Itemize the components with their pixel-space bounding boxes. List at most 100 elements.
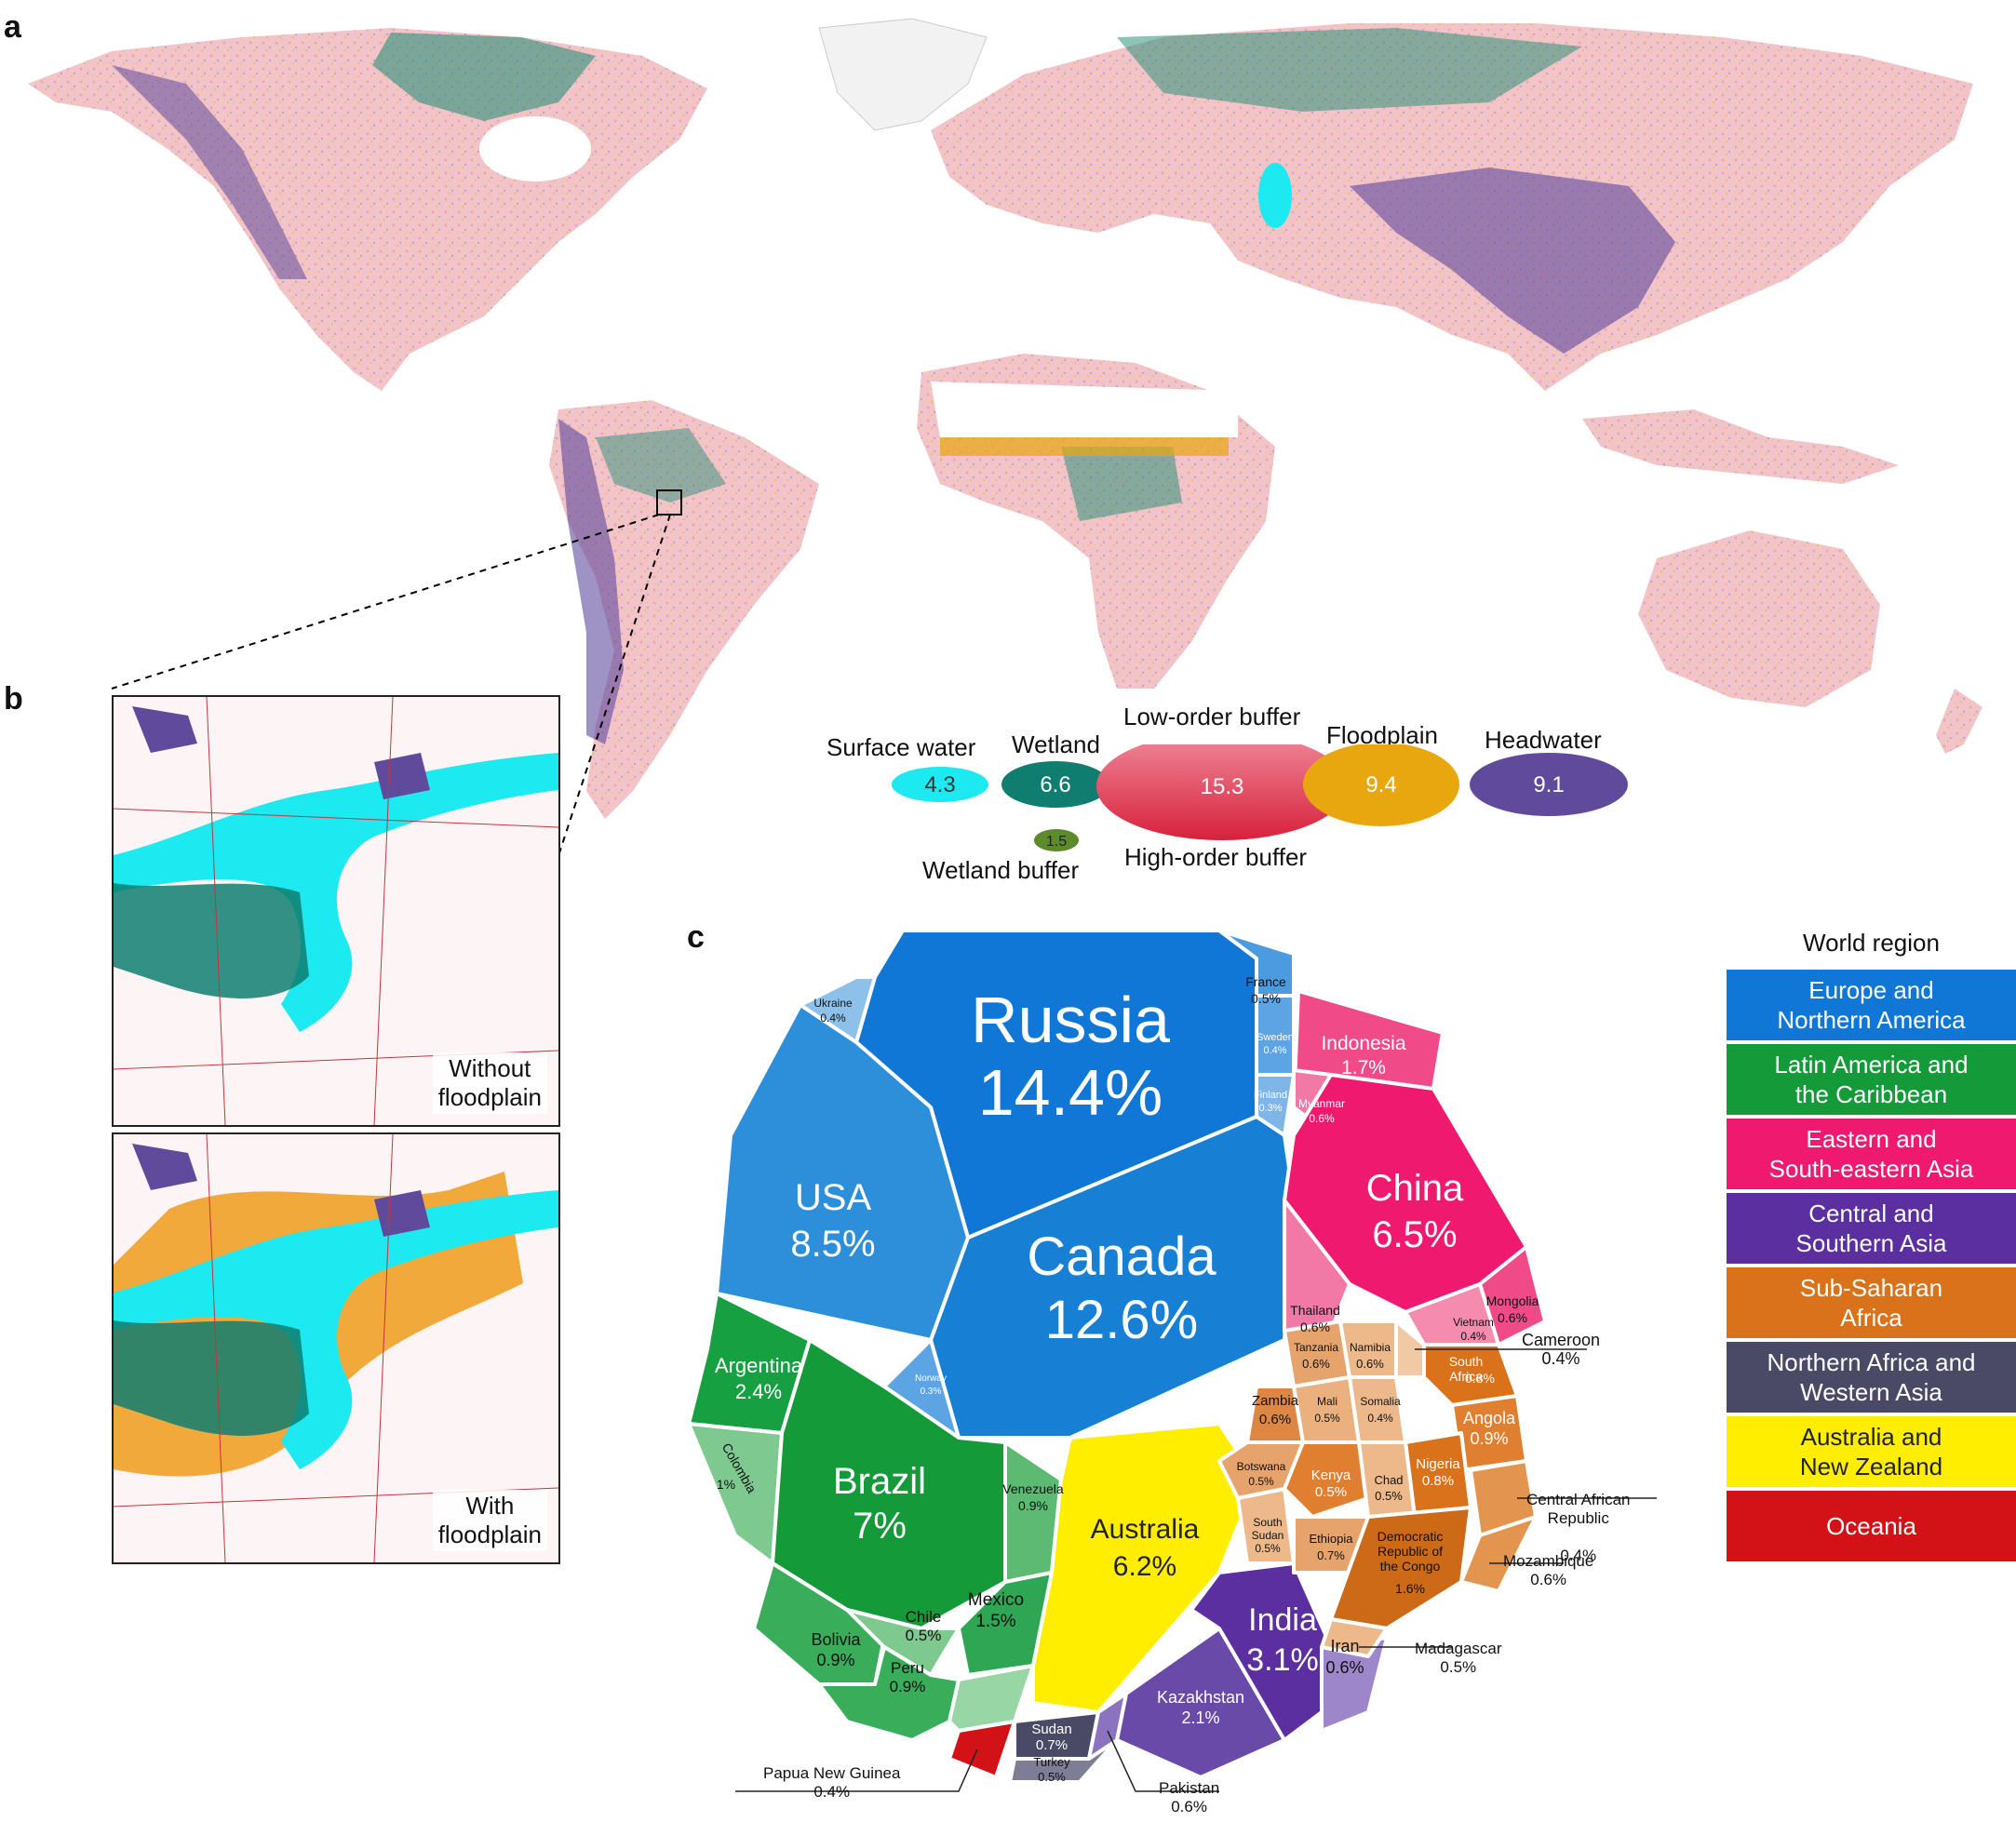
category-legend: 4.3 6.6 15.3 9.4 9.1 1.5 xyxy=(892,744,1628,851)
label-mexico-name: Mexico xyxy=(968,1590,1024,1610)
label-south-africa-name: South Africa xyxy=(1449,1354,1484,1384)
label-zambia-name: Zambia xyxy=(1252,1393,1299,1409)
label-bolivia-pct: 0.9% xyxy=(816,1651,854,1669)
cell-latin-other xyxy=(948,1664,1035,1733)
amazon-wetland xyxy=(596,428,726,502)
label-russia-pct: 14.4% xyxy=(978,1056,1163,1129)
label-vietnam-pct: 0.4% xyxy=(1460,1330,1486,1343)
label-norway-name: Norway xyxy=(915,1373,947,1384)
wetland-buffer-value: 1.5 xyxy=(1046,834,1067,850)
label-tanzania-pct: 0.6% xyxy=(1302,1357,1330,1371)
label-kenya-pct: 0.5% xyxy=(1315,1484,1347,1500)
label-turkey-pct: 0.5% xyxy=(1038,1770,1066,1784)
cell-cameroon xyxy=(1394,1320,1426,1379)
label-kenya-name: Kenya xyxy=(1311,1467,1351,1483)
label-sudan-name: Sudan xyxy=(1031,1722,1071,1737)
region-oceania: Oceania xyxy=(1727,1491,2016,1561)
zoom-line-left xyxy=(111,514,660,690)
label-pakistan-pct: 0.6% xyxy=(1171,1798,1207,1815)
surface-water-ellipse xyxy=(892,767,988,802)
low-order-buffer-ellipse xyxy=(1096,744,1348,840)
label-thailand-pct: 0.6% xyxy=(1300,1320,1330,1334)
label-mali-name: Mali xyxy=(1317,1395,1337,1408)
label-thailand-name: Thailand xyxy=(1290,1303,1340,1318)
region-europe-northern-america: Europe and Northern America xyxy=(1727,970,2016,1040)
cell-usa xyxy=(715,1003,970,1342)
voronoi-treemap: Russia 14.4% Canada 12.6% USA 8.5% Brazi… xyxy=(687,929,1657,1792)
label-south-sudan-name: South Sudan xyxy=(1252,1516,1284,1542)
label-zambia-pct: 0.6% xyxy=(1259,1412,1291,1427)
label-mongolia-name: Mongolia xyxy=(1486,1293,1539,1308)
label-argentina-name: Argentina xyxy=(715,1354,803,1377)
label-iran-pct: 0.6% xyxy=(1325,1658,1364,1677)
label-angola-pct: 0.9% xyxy=(1470,1429,1508,1448)
label-mozambique-name: Mozambique xyxy=(1503,1552,1594,1570)
label-colombia-pct: 1% xyxy=(717,1477,735,1492)
region-northern-africa-western-asia: Northern Africa and Western Asia xyxy=(1727,1342,2016,1413)
label-kazakhstan-name: Kazakhstan xyxy=(1157,1688,1244,1707)
label-indonesia-name: Indonesia xyxy=(1321,1033,1405,1054)
label-ethiopia-name: Ethiopia xyxy=(1310,1532,1354,1546)
label-car-pct: 0.4% xyxy=(1560,1547,1597,1564)
label-drc-pct: 1.6% xyxy=(1395,1581,1425,1596)
label-norway-pct: 0.3% xyxy=(921,1387,942,1397)
label-china-pct: 6.5% xyxy=(1372,1214,1457,1255)
label-canada-pct: 12.6% xyxy=(1045,1290,1198,1350)
label-papua-new-guinea: Papua New Guinea 0.4% xyxy=(763,1764,900,1802)
label-kazakhstan-pct: 2.1% xyxy=(1181,1708,1219,1727)
region-legend-title: World region xyxy=(1803,929,1940,957)
world-map xyxy=(28,18,1982,871)
label-indonesia-pct: 1.7% xyxy=(1341,1057,1386,1078)
label-myanmar-name: Myanmar xyxy=(1298,1097,1345,1110)
label-france-pct: 0.5% xyxy=(1251,991,1281,1006)
zoom-line-right xyxy=(553,514,671,871)
label-madagascar-name: Madagascar xyxy=(1415,1640,1502,1657)
low-order-buffer-value: 15.3 xyxy=(1201,774,1244,799)
label-drc-name: Democratic Republic of the Congo xyxy=(1378,1529,1444,1574)
cell-somalia xyxy=(1348,1375,1407,1444)
label-south-africa-pct: 0.8% xyxy=(1465,1371,1495,1386)
label-ukraine-name: Ukraine xyxy=(813,997,853,1010)
cell-finland xyxy=(1255,1073,1296,1137)
label-mali-pct: 0.5% xyxy=(1314,1412,1340,1425)
label-central-african-republic: Central African Republic 0.4% xyxy=(1526,1472,1631,1584)
region-australia-new-zealand: Australia and New Zealand xyxy=(1727,1416,2016,1487)
label-ukraine-pct: 0.4% xyxy=(820,1011,846,1025)
label-angola-name: Angola xyxy=(1463,1409,1516,1427)
inset-label-without-floodplain: Without floodplain xyxy=(432,1052,547,1114)
floodplain-ellipse xyxy=(1303,744,1459,826)
andes-headwater xyxy=(558,419,624,744)
label-south-sudan-pct: 0.5% xyxy=(1255,1542,1281,1555)
congo-wetland xyxy=(1061,447,1182,521)
label-china-name: China xyxy=(1366,1168,1464,1209)
label-png-name: Papua New Guinea xyxy=(763,1764,901,1782)
label-car-name: Central African Republic xyxy=(1526,1491,1631,1527)
label-chad-pct: 0.5% xyxy=(1375,1489,1403,1503)
label-usa-name: USA xyxy=(795,1177,872,1218)
label-myanmar-pct: 0.6% xyxy=(1309,1112,1335,1125)
new-zealand xyxy=(1936,689,1982,754)
sahel-floodplain xyxy=(940,437,1229,456)
inset-label-with-floodplain: With floodplain xyxy=(432,1490,547,1551)
label-brazil-pct: 7% xyxy=(853,1506,907,1547)
inset-with-floodplain: With floodplain xyxy=(112,1132,560,1564)
panel-b-label: b xyxy=(4,681,23,717)
label-somalia-name: Somalia xyxy=(1360,1395,1401,1408)
label-brazil-name: Brazil xyxy=(833,1461,926,1502)
panel-c-label: c xyxy=(687,919,705,955)
legend-wetland-buffer-label: Wetland buffer xyxy=(922,856,1080,884)
label-peru-pct: 0.9% xyxy=(890,1678,926,1695)
cell-india xyxy=(1189,1561,1333,1742)
label-france-name: France xyxy=(1245,974,1286,989)
label-finland-pct: 0.3% xyxy=(1258,1103,1282,1114)
label-nigeria-name: Nigeria xyxy=(1416,1456,1460,1472)
label-peru-name: Peru xyxy=(891,1659,924,1677)
label-namibia-pct: 0.6% xyxy=(1356,1357,1384,1371)
siberia-wetland xyxy=(1117,28,1582,112)
label-australia-name: Australia xyxy=(1091,1514,1200,1545)
cell-chile xyxy=(845,1608,961,1677)
cell-turkey xyxy=(1008,1738,1119,1784)
label-cameroon-name: Cameroon xyxy=(1522,1331,1601,1349)
hudson-bay xyxy=(479,116,591,181)
label-australia-pct: 6.2% xyxy=(1113,1551,1176,1582)
